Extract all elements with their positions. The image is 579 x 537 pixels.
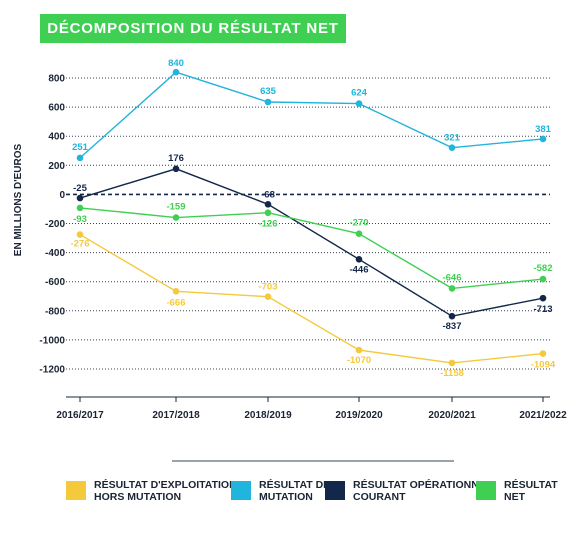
data-point [264, 98, 272, 106]
y-tick-label: -400 [45, 248, 65, 259]
data-label: 635 [260, 86, 277, 97]
y-tick-label: -1200 [39, 365, 65, 376]
data-label: 321 [444, 133, 461, 144]
data-label: 840 [168, 58, 184, 69]
data-label: -646 [442, 272, 461, 283]
data-point [539, 350, 547, 357]
y-tick-label: 800 [48, 74, 65, 85]
data-label: -1094 [531, 360, 556, 371]
legend-item: RÉSULTAT NET [476, 479, 558, 503]
data-point [448, 359, 456, 367]
data-point [76, 154, 84, 162]
legend-label-line: MUTATION [259, 491, 313, 503]
data-point [172, 214, 180, 221]
y-tick-label: 600 [48, 103, 65, 114]
data-point [76, 194, 84, 202]
legend-label-line: COURANT [353, 491, 406, 503]
data-label: -159 [166, 202, 185, 213]
data-label: 624 [351, 88, 368, 99]
data-point [264, 293, 272, 300]
x-tick-label: 2017/2018 [152, 410, 200, 421]
data-point [355, 100, 363, 107]
y-tick-label: -800 [45, 306, 65, 317]
x-tick-label: 2019/2020 [335, 410, 383, 421]
data-label: -582 [533, 263, 552, 274]
legend-swatch [231, 481, 251, 500]
x-tick-label: 2018/2019 [244, 410, 292, 421]
legend-swatch [476, 481, 496, 500]
data-point [355, 255, 363, 263]
series-line-0 [79, 233, 544, 364]
data-label: -837 [442, 321, 461, 332]
legend-swatch [66, 481, 86, 500]
data-label: -713 [533, 304, 552, 315]
legend-item: RÉSULTAT DE MUTATION [231, 479, 330, 503]
data-label: -25 [73, 183, 87, 194]
data-label: -93 [73, 214, 87, 225]
data-point [448, 312, 456, 320]
data-label: 176 [168, 153, 184, 164]
legend-label: RÉSULTAT OPÉRATIONNEL COURANT [353, 479, 492, 503]
data-label: 251 [72, 142, 89, 153]
series-line-2 [79, 168, 544, 317]
data-label: -276 [70, 239, 89, 250]
data-label: -68 [261, 189, 275, 200]
legend-label-line: RÉSULTAT OPÉRATIONNEL [353, 479, 493, 491]
data-point [172, 288, 180, 295]
data-point [76, 231, 84, 238]
y-tick-label: 0 [59, 190, 65, 201]
data-point [264, 200, 272, 208]
y-tick-label: 400 [48, 132, 65, 143]
y-axis-label: EN MILLIONS D'EUROS [13, 143, 24, 256]
y-tick-label: -1000 [39, 335, 65, 346]
data-point [448, 285, 456, 292]
legend-item: RÉSULTAT D'EXPLOITATION HORS MUTATION [66, 479, 237, 503]
legend-label-line: RÉSULTAT [504, 479, 558, 491]
x-tick-label: 2020/2021 [428, 410, 476, 421]
y-tick-label: 200 [48, 161, 65, 172]
chart-title-box: DÉCOMPOSITION DU RÉSULTAT NET [40, 14, 346, 43]
data-label: -270 [349, 218, 368, 229]
legend: RÉSULTAT D'EXPLOITATION HORS MUTATION RÉSU… [0, 479, 579, 519]
data-point [539, 294, 547, 302]
data-label: -446 [349, 264, 368, 275]
legend-label: RÉSULTAT DE MUTATION [259, 479, 330, 503]
x-tick-label: 2016/2017 [56, 410, 104, 421]
series-line-1 [79, 71, 544, 159]
data-label: -1070 [347, 355, 371, 366]
data-label: 381 [535, 124, 552, 135]
legend-item: RÉSULTAT OPÉRATIONNEL COURANT [325, 479, 492, 503]
legend-label: RÉSULTAT NET [504, 479, 558, 503]
data-point [172, 165, 180, 173]
data-point [355, 346, 363, 354]
data-point [264, 209, 272, 217]
data-point [539, 135, 547, 143]
data-point [539, 275, 547, 283]
legend-swatch [325, 481, 345, 500]
data-label: -666 [166, 297, 185, 308]
data-point [76, 204, 84, 212]
legend-label-line: HORS MUTATION [94, 491, 182, 503]
legend-label-line: NET [504, 491, 525, 503]
legend-label-line: RÉSULTAT DE [259, 479, 331, 491]
data-label: -1158 [440, 368, 464, 379]
data-point [448, 144, 456, 151]
data-label: -126 [258, 219, 277, 230]
data-label: -703 [258, 282, 277, 293]
chart-title: DÉCOMPOSITION DU RÉSULTAT NET [47, 20, 339, 37]
legend-label-line: RÉSULTAT D'EXPLOITATION [94, 479, 237, 491]
x-tick-label: 2021/2022 [519, 410, 567, 421]
series-line-3 [79, 207, 544, 290]
y-tick-label: -600 [45, 277, 65, 288]
y-tick-label: -200 [45, 219, 65, 230]
data-point [172, 68, 180, 76]
legend-label: RÉSULTAT D'EXPLOITATION HORS MUTATION [94, 479, 237, 503]
data-point [355, 230, 363, 237]
